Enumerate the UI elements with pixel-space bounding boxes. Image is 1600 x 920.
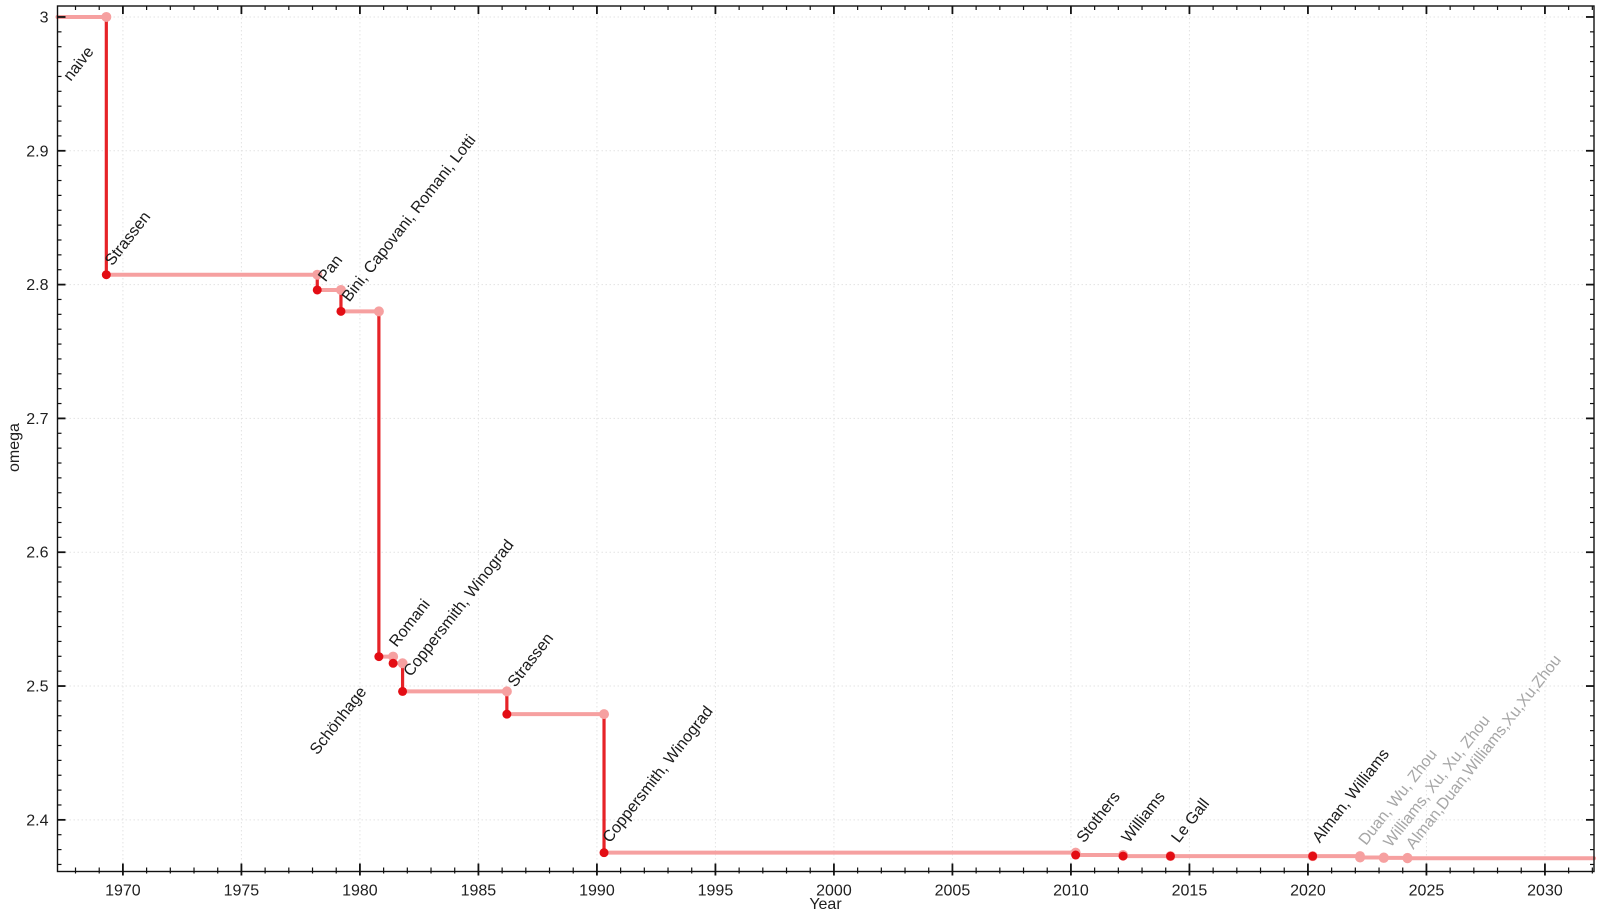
x-tick-label-1985: 1985 bbox=[461, 883, 497, 900]
data-point-sch-nhage bbox=[374, 652, 384, 662]
step-corner-point bbox=[101, 11, 112, 22]
y-tick-label-2.5: 2.5 bbox=[26, 679, 48, 696]
data-point-alman-duan-williams-xu-xu-zhou bbox=[1402, 853, 1413, 864]
step-corner-point bbox=[397, 658, 408, 669]
data-point-strassen bbox=[101, 270, 111, 280]
x-tick-label-1970: 1970 bbox=[105, 883, 141, 900]
step-corner-point bbox=[335, 284, 346, 295]
x-tick-label-2030: 2030 bbox=[1527, 883, 1563, 900]
x-tick-label-2005: 2005 bbox=[935, 883, 971, 900]
y-tick-label-3: 3 bbox=[40, 9, 49, 26]
x-axis-title: Year bbox=[809, 896, 842, 913]
y-tick-label-2.6: 2.6 bbox=[26, 545, 48, 562]
data-point-coppersmith-winograd bbox=[398, 686, 408, 696]
data-point-bini-capovani-romani-lotti bbox=[336, 306, 346, 316]
x-tick-label-2020: 2020 bbox=[1290, 883, 1326, 900]
step-corner-point bbox=[599, 709, 610, 720]
step-corner-point bbox=[373, 306, 384, 317]
data-point-alman-williams bbox=[1308, 851, 1318, 861]
axis-frame bbox=[56, 5, 1595, 873]
data-point-coppersmith-winograd bbox=[599, 848, 609, 858]
x-tick-label-1975: 1975 bbox=[224, 883, 260, 900]
data-point-williams bbox=[1118, 851, 1128, 861]
data-point-pan bbox=[312, 285, 322, 295]
x-tick-label-1990: 1990 bbox=[579, 883, 615, 900]
y-tick-label-2.7: 2.7 bbox=[26, 411, 48, 428]
x-tick-label-2015: 2015 bbox=[1172, 883, 1208, 900]
x-tick-label-1980: 1980 bbox=[342, 883, 378, 900]
x-tick-label-2010: 2010 bbox=[1053, 883, 1089, 900]
data-point-williams-xu-xu-zhou bbox=[1378, 852, 1389, 863]
y-tick-label-2.4: 2.4 bbox=[26, 812, 48, 829]
y-tick-label-2.8: 2.8 bbox=[26, 277, 48, 294]
data-point-le-gall bbox=[1165, 851, 1175, 861]
x-tick-label-1995: 1995 bbox=[698, 883, 734, 900]
y-tick-label-2.9: 2.9 bbox=[26, 143, 48, 160]
step-corner-point bbox=[312, 269, 323, 280]
data-point-romani bbox=[388, 658, 398, 668]
x-tick-label-2025: 2025 bbox=[1409, 883, 1445, 900]
x-tick-label-2000: 2000 bbox=[816, 883, 852, 900]
step-corner-point bbox=[501, 686, 512, 697]
y-axis-title: omega bbox=[6, 423, 23, 472]
step-corner-point bbox=[388, 651, 399, 662]
data-point-strassen bbox=[502, 709, 512, 719]
data-point-stothers bbox=[1071, 850, 1081, 860]
data-point-duan-wu-zhou bbox=[1355, 852, 1366, 863]
